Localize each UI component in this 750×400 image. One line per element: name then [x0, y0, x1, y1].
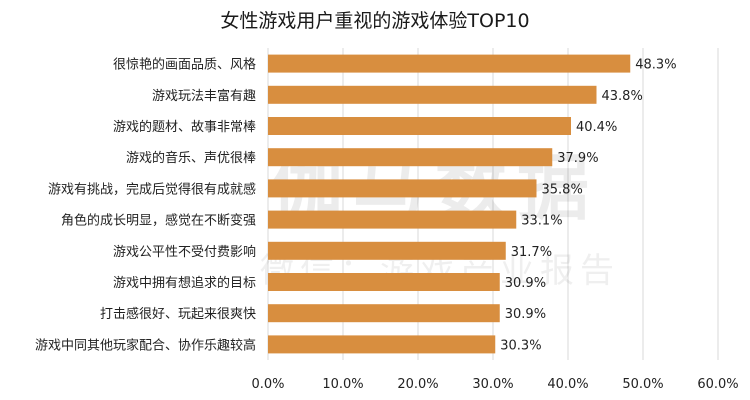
value-label: 30.9% — [505, 276, 546, 291]
bar — [268, 179, 537, 198]
x-tick-label: 10.0% — [322, 377, 363, 392]
value-label: 48.3% — [635, 58, 676, 73]
x-tick-label: 30.0% — [472, 377, 513, 392]
value-label: 33.1% — [521, 214, 562, 229]
bar — [268, 273, 500, 291]
bar — [268, 148, 553, 167]
x-tick-label: 50.0% — [622, 377, 663, 392]
value-label: 37.9% — [557, 151, 598, 166]
bar — [268, 304, 500, 323]
value-label: 30.3% — [500, 338, 541, 353]
value-label: 30.9% — [505, 307, 546, 322]
category-label: 打击感很好、玩起来很爽快 — [100, 306, 256, 322]
chart-title: 女性游戏用户重视的游戏体验TOP10 — [220, 10, 530, 32]
category-label: 游戏玩法丰富有趣 — [152, 88, 256, 104]
category-label: 游戏的音乐、声优很棒 — [126, 150, 256, 166]
x-tick-label: 60.0% — [697, 377, 738, 392]
category-label: 游戏中同其他玩家配合、协作乐趣较高 — [35, 337, 256, 353]
bar — [268, 210, 517, 229]
bar — [268, 85, 597, 104]
category-label: 游戏中拥有想追求的目标 — [113, 275, 256, 291]
category-label: 角色的成长明显，感觉在不断变强 — [61, 213, 256, 229]
value-label: 31.7% — [511, 245, 552, 260]
bars — [268, 54, 631, 354]
x-tick-label: 20.0% — [397, 377, 438, 392]
bar — [268, 241, 506, 260]
category-label: 游戏有挑战，完成后觉得很有成就感 — [48, 181, 256, 197]
value-labels: 48.3% 43.8% 40.4% 37.9% 35.8% 33.1% 31.7% 30.9%… — [500, 58, 676, 354]
bar — [268, 335, 496, 354]
value-label: 35.8% — [542, 182, 583, 197]
value-label: 43.8% — [602, 89, 643, 104]
category-label: 很惊艳的画面品质、风格 — [113, 57, 256, 73]
x-tick-label: 40.0% — [547, 377, 588, 392]
x-axis-ticks: 0.0% 10.0% 20.0% 30.0% 40.0% 50.0% 60.0% — [251, 377, 738, 392]
category-label: 游戏的题材、故事非常棒 — [113, 119, 256, 135]
x-tick-label: 0.0% — [251, 377, 284, 392]
bar — [268, 117, 571, 135]
category-labels: 很惊艳的画面品质、风格游戏玩法丰富有趣游戏的题材、故事非常棒游戏的音乐、声优很棒… — [35, 57, 256, 354]
value-label: 40.4% — [576, 120, 617, 135]
bar — [268, 54, 631, 73]
category-label: 游戏公平性不受付费影响 — [113, 244, 256, 260]
